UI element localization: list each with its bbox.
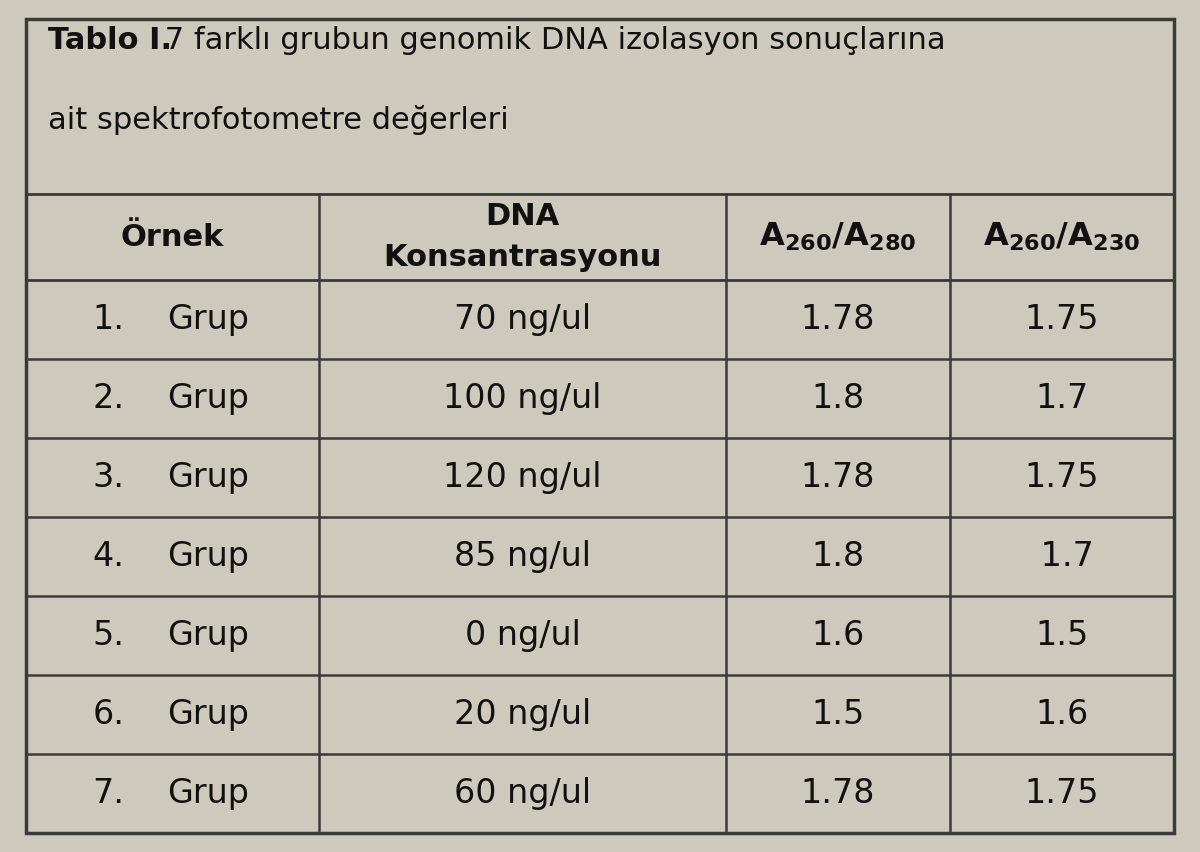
Text: 1.78: 1.78 (800, 461, 875, 494)
Text: Grup: Grup (167, 303, 248, 337)
Text: 4.: 4. (92, 540, 125, 573)
Text: Grup: Grup (167, 540, 248, 573)
Text: 7.: 7. (92, 777, 125, 810)
Text: 1.: 1. (92, 303, 125, 337)
Text: 1.6: 1.6 (811, 619, 865, 653)
Text: DNA: DNA (486, 202, 559, 231)
Text: Grup: Grup (167, 699, 248, 731)
Text: 1.75: 1.75 (1025, 777, 1099, 810)
Text: 0 ng/ul: 0 ng/ul (464, 619, 581, 653)
Text: 1.5: 1.5 (811, 699, 865, 731)
Text: 6.: 6. (92, 699, 125, 731)
Text: ait spektrofotometre değerleri: ait spektrofotometre değerleri (48, 105, 509, 135)
Text: 60 ng/ul: 60 ng/ul (454, 777, 592, 810)
Text: $\mathbf{A_{260}/A_{230}}$: $\mathbf{A_{260}/A_{230}}$ (983, 221, 1140, 253)
Text: 1.78: 1.78 (800, 777, 875, 810)
Text: Grup: Grup (167, 619, 248, 653)
Text: Grup: Grup (167, 461, 248, 494)
Text: 1.8: 1.8 (811, 540, 865, 573)
Text: Konsantrasyonu: Konsantrasyonu (383, 243, 661, 273)
Text: 1.7: 1.7 (1036, 383, 1088, 415)
Text: 20 ng/ul: 20 ng/ul (454, 699, 592, 731)
Text: 7 farklı grubun genomik DNA izolasyon sonuçlarına: 7 farklı grubun genomik DNA izolasyon so… (155, 26, 946, 55)
Text: 70 ng/ul: 70 ng/ul (454, 303, 592, 337)
Text: Grup: Grup (167, 383, 248, 415)
Text: 1.6: 1.6 (1036, 699, 1088, 731)
Text: Örnek: Örnek (121, 222, 224, 251)
Text: 3.: 3. (92, 461, 125, 494)
Text: Tablo I.: Tablo I. (48, 26, 172, 55)
Text: 1.5: 1.5 (1036, 619, 1088, 653)
Text: 120 ng/ul: 120 ng/ul (443, 461, 602, 494)
Text: 2.: 2. (92, 383, 125, 415)
Text: 1.75: 1.75 (1025, 461, 1099, 494)
Text: 85 ng/ul: 85 ng/ul (454, 540, 592, 573)
Text: 1.75: 1.75 (1025, 303, 1099, 337)
Text: Grup: Grup (167, 777, 248, 810)
Text: 5.: 5. (92, 619, 125, 653)
Text: 1.78: 1.78 (800, 303, 875, 337)
Text: 100 ng/ul: 100 ng/ul (443, 383, 601, 415)
Text: $\mathbf{A_{260}/A_{280}}$: $\mathbf{A_{260}/A_{280}}$ (760, 221, 917, 253)
Text: 1.7: 1.7 (1030, 540, 1093, 573)
Text: 1.8: 1.8 (811, 383, 865, 415)
